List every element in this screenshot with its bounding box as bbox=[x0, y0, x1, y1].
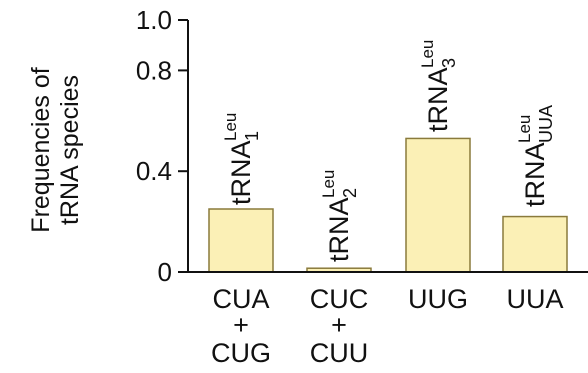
x-category-label: CUC bbox=[310, 284, 369, 314]
x-category-label: UUA bbox=[506, 284, 563, 314]
bar-label-subscript: 2 bbox=[340, 188, 360, 198]
x-category-label: + bbox=[233, 310, 249, 340]
bar-label-subscript: 3 bbox=[439, 58, 459, 68]
bar-label-superscript: Leu bbox=[319, 170, 338, 198]
y-axis-label-line: Frequencies of bbox=[27, 67, 55, 232]
y-tick-label: 0 bbox=[158, 257, 172, 287]
bar-label-main: tRNA bbox=[324, 197, 354, 262]
bar-label-superscript: Leu bbox=[515, 115, 534, 143]
x-category-label: CUU bbox=[310, 338, 369, 368]
x-category-label: CUG bbox=[211, 338, 271, 368]
y-axis-label-line: tRNA species bbox=[56, 75, 84, 225]
bar-label-main: tRNA bbox=[226, 140, 256, 205]
bars bbox=[208, 137, 568, 273]
bar-label-subscript: 1 bbox=[242, 131, 262, 141]
bar-label-main: tRNA bbox=[520, 142, 550, 207]
bar-label-main: tRNA bbox=[423, 67, 453, 132]
bar bbox=[208, 208, 274, 273]
y-axis: 0 0.4 0.8 1.0 bbox=[136, 5, 189, 287]
y-tick-label: 0.4 bbox=[136, 156, 172, 186]
bar-label-superscript: Leu bbox=[418, 40, 437, 68]
bar-label-subscript: UUA bbox=[536, 105, 556, 143]
bar-label-superscript: Leu bbox=[221, 113, 240, 141]
x-category-label: UUG bbox=[408, 284, 468, 314]
bar bbox=[502, 215, 568, 273]
x-category-label: + bbox=[331, 310, 347, 340]
y-tick-label: 0.8 bbox=[136, 55, 172, 85]
bar bbox=[405, 137, 471, 273]
x-category-label: CUA bbox=[212, 284, 269, 314]
y-tick-label: 1.0 bbox=[136, 5, 172, 35]
y-axis-label: Frequencies of tRNA species bbox=[27, 67, 84, 232]
